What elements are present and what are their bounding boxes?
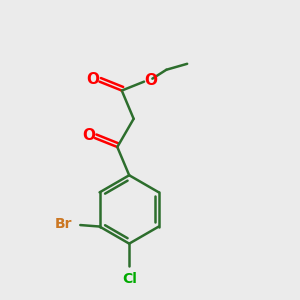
Text: Cl: Cl — [122, 272, 136, 286]
Text: Br: Br — [55, 217, 72, 231]
Text: O: O — [86, 72, 99, 87]
Text: O: O — [144, 73, 157, 88]
Text: O: O — [82, 128, 95, 143]
